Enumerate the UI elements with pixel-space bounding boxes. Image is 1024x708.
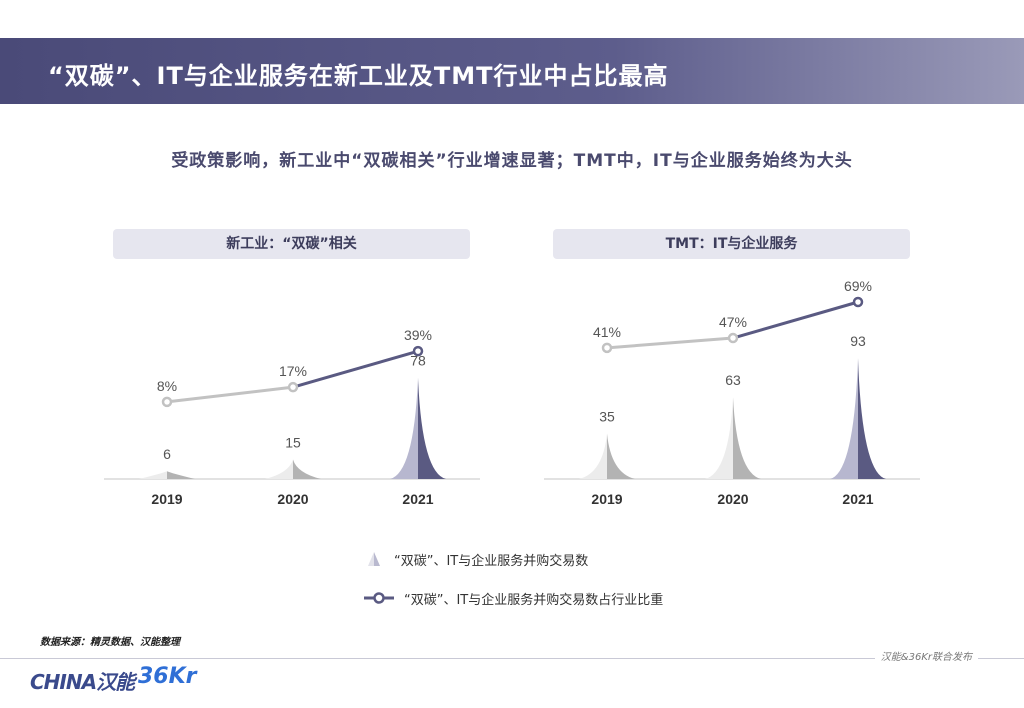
- x-tick-label: 2021: [842, 491, 873, 507]
- data-source: 数据来源：精灵数据、汉能整理: [40, 637, 180, 648]
- x-tick-label: 2019: [591, 491, 622, 507]
- peak-left-face: [830, 358, 858, 479]
- page-title: “双碳”、IT与企业服务在新工业及TMT行业中占比最高: [48, 62, 669, 90]
- panel-title-new-industry: 新工业：“双碳”相关: [113, 229, 470, 259]
- title-bar: “双碳”、IT与企业服务在新工业及TMT行业中占比最高: [0, 38, 1024, 104]
- peak-value-label: 6: [163, 446, 171, 462]
- hanneng-logo: CHINA汉能: [30, 670, 135, 694]
- peak-right-face: [167, 471, 195, 479]
- share-point: [852, 296, 864, 308]
- share-value-label: 39%: [404, 327, 432, 343]
- peak-value-label: 63: [725, 372, 741, 388]
- panel-title-tmt: TMT：IT与企业服务: [553, 229, 910, 259]
- share-value-label: 47%: [719, 314, 747, 330]
- legend-item-share: “双碳”、IT与企业服务并购交易数占行业比重: [364, 587, 663, 609]
- peak-right-face: [607, 433, 635, 479]
- footer-publisher: 汉能&36Kr联合发布: [874, 648, 978, 663]
- peak-left-face: [390, 377, 418, 479]
- share-line-segment: [292, 349, 419, 389]
- peak-right-face: [418, 377, 446, 479]
- peak-left-face: [139, 471, 167, 479]
- peak-right-face: [858, 358, 886, 479]
- share-point: [161, 396, 173, 408]
- peak-right-face: [293, 459, 321, 479]
- x-tick-label: 2020: [277, 491, 308, 507]
- share-point: [601, 342, 613, 354]
- share-value-label: 17%: [279, 363, 307, 379]
- share-line-segment: [732, 300, 859, 340]
- peak-value-label: 78: [410, 353, 426, 369]
- peak-left-face: [579, 433, 607, 479]
- share-point: [727, 332, 739, 344]
- page-subtitle: 受政策影响，新工业中“双碳相关”行业增速显著；TMT中，IT与企业服务始终为大头: [171, 151, 853, 171]
- x-tick-label: 2020: [717, 491, 748, 507]
- peak-value-label: 35: [599, 409, 615, 425]
- share-value-label: 8%: [157, 378, 177, 394]
- peak-left-face: [705, 397, 733, 479]
- peak-value-label: 93: [850, 333, 866, 349]
- share-value-label: 69%: [844, 278, 872, 294]
- x-tick-label: 2021: [402, 491, 433, 507]
- legend-label-count: “双碳”、IT与企业服务并购交易数: [394, 553, 589, 569]
- share-line-segment: [606, 336, 734, 350]
- peak-right-face: [733, 397, 761, 479]
- peak-legend-icon: [368, 552, 380, 566]
- legend-label-share: “双碳”、IT与企业服务并购交易数占行业比重: [404, 592, 664, 608]
- x-tick-label: 2019: [151, 491, 182, 507]
- share-value-label: 41%: [593, 324, 621, 340]
- 36kr-logo: 36Kr: [138, 664, 197, 689]
- footer-divider: [0, 658, 1024, 659]
- line-marker-legend-icon: [364, 592, 394, 604]
- peak-value-label: 15: [285, 435, 301, 451]
- share-point: [287, 381, 299, 393]
- peak-left-face: [265, 459, 293, 479]
- legend-item-count: “双碳”、IT与企业服务并购交易数: [364, 548, 588, 570]
- share-point: [412, 345, 424, 357]
- share-line-segment: [166, 385, 294, 404]
